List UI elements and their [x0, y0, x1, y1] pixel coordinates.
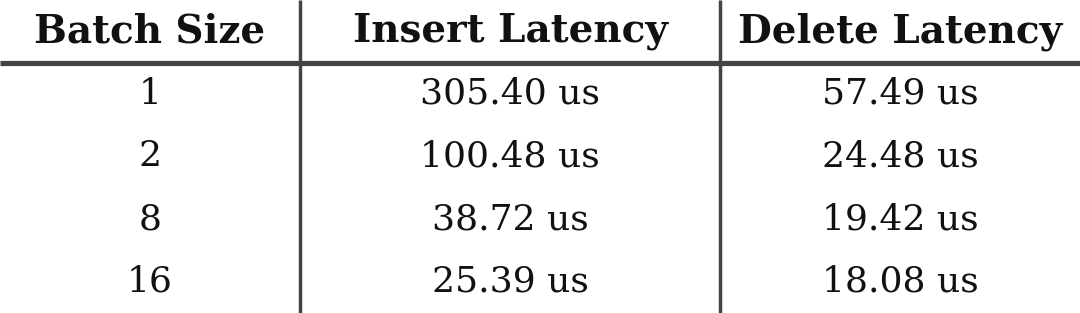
Text: 18.08 us: 18.08 us	[822, 265, 978, 299]
Text: 24.48 us: 24.48 us	[822, 140, 978, 173]
Text: 57.49 us: 57.49 us	[822, 77, 978, 111]
Text: 100.48 us: 100.48 us	[420, 140, 599, 173]
Text: Batch Size: Batch Size	[35, 12, 266, 50]
Text: 19.42 us: 19.42 us	[822, 202, 978, 236]
Text: Delete Latency: Delete Latency	[738, 12, 1062, 51]
Text: 25.39 us: 25.39 us	[432, 265, 589, 299]
Text: 8: 8	[138, 202, 162, 236]
Text: 305.40 us: 305.40 us	[420, 77, 600, 111]
Text: 16: 16	[127, 265, 173, 299]
Text: 38.72 us: 38.72 us	[432, 202, 589, 236]
Text: 2: 2	[138, 140, 162, 173]
Text: Insert Latency: Insert Latency	[352, 12, 667, 50]
Text: 1: 1	[138, 77, 162, 111]
